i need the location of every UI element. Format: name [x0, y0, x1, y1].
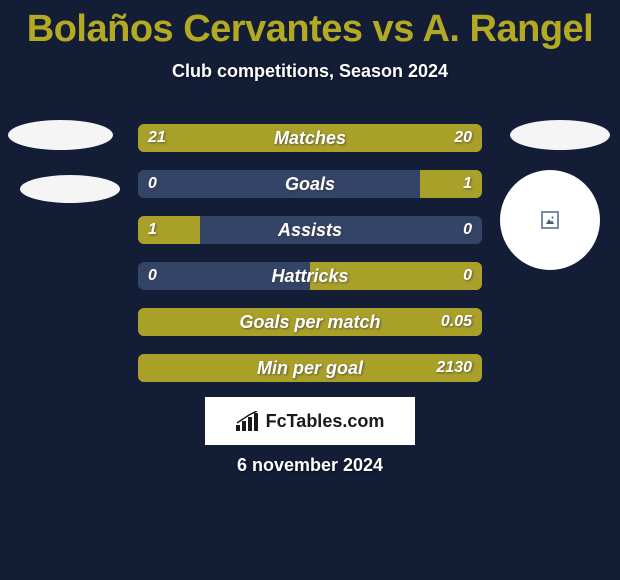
stats-bars: Matches2120Goals01Assists10Hattricks00Go… — [138, 124, 482, 400]
stat-bar-row: Min per goal2130 — [138, 354, 482, 382]
comparison-card: Bolaños Cervantes vs A. Rangel Club comp… — [0, 0, 620, 580]
stat-bar-value-left: 0 — [148, 262, 157, 290]
stat-bar-label: Goals — [138, 170, 482, 198]
brand-box[interactable]: FcTables.com — [205, 397, 415, 445]
stat-bar-value-right: 1 — [463, 170, 472, 198]
player-right-badge-circle — [500, 170, 600, 270]
stat-bar-value-right: 0.05 — [441, 308, 472, 336]
stat-bar-value-left: 1 — [148, 216, 157, 244]
stat-bar-row: Matches21 20 — [138, 124, 482, 152]
page-title: Bolaños Cervantes vs A. Rangel — [0, 0, 620, 51]
player-left-avatar-placeholder — [8, 120, 113, 150]
date-text: 6 november 2024 — [0, 455, 620, 476]
stat-bar-label: Goals per match — [138, 308, 482, 336]
stat-bar-row: Goals0 1 — [138, 170, 482, 198]
stat-bar-row: Hattricks0 0 — [138, 262, 482, 290]
stat-bar-label: Matches — [138, 124, 482, 152]
player-right-name: A. Rangel — [422, 8, 593, 50]
subtitle: Club competitions, Season 2024 — [0, 61, 620, 82]
player-left-name: Bolaños Cervantes — [27, 8, 363, 50]
stat-bar-label: Hattricks — [138, 262, 482, 290]
stat-bar-label: Min per goal — [138, 354, 482, 382]
player-left-badge-placeholder — [20, 175, 120, 203]
placeholder-image-icon — [541, 211, 559, 229]
stat-bar-value-right: 0 — [463, 262, 472, 290]
stat-bar-value-right: 20 — [454, 124, 472, 152]
stat-bar-value-right: 0 — [463, 216, 472, 244]
stat-bar-row: Goals per match0.05 — [138, 308, 482, 336]
brand-chart-icon — [236, 411, 260, 431]
stat-bar-row: Assists1 0 — [138, 216, 482, 244]
stat-bar-value-right: 2130 — [436, 354, 472, 382]
brand-text: FcTables.com — [266, 411, 385, 432]
stat-bar-value-left: 21 — [148, 124, 166, 152]
player-right-avatar-placeholder — [510, 120, 610, 150]
stat-bar-value-left: 0 — [148, 170, 157, 198]
stat-bar-label: Assists — [138, 216, 482, 244]
vs-separator: vs — [363, 8, 423, 50]
